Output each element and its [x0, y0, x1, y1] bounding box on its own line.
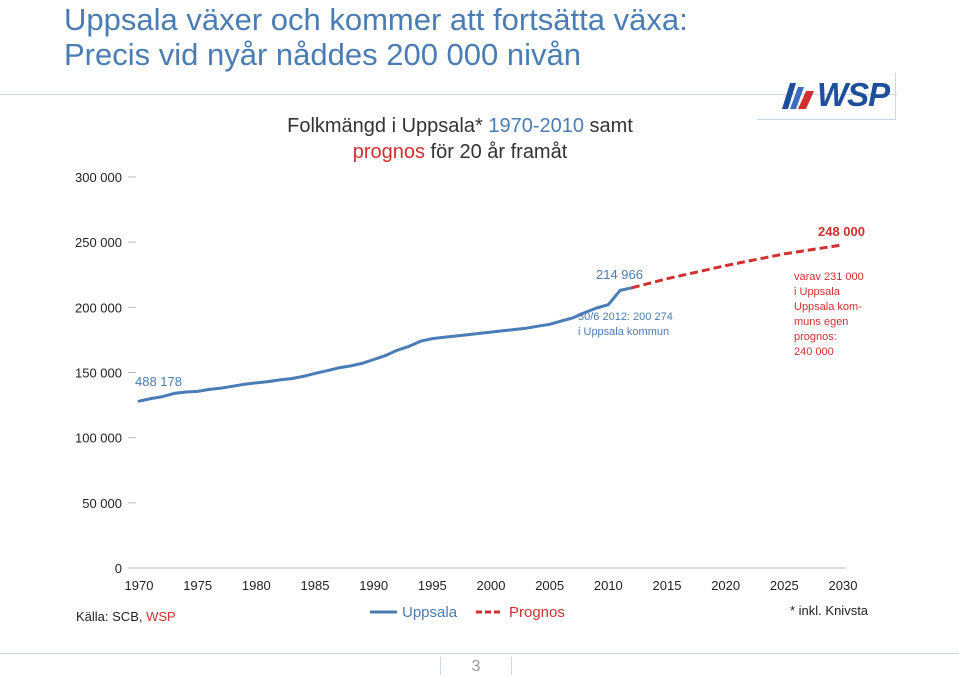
x-tick-label: 2000 — [477, 578, 506, 593]
annotation-label: 214 966 — [596, 267, 643, 282]
x-tick-label: 2005 — [535, 578, 564, 593]
x-tick-label: 2015 — [653, 578, 682, 593]
x-tick-label: 2010 — [594, 578, 623, 593]
chart-title-years: 1970-2010 — [488, 115, 584, 137]
series-line-uppsala — [137, 286, 634, 403]
annotation-label: 248 000 — [818, 224, 865, 239]
y-tick-label: 300 000 — [75, 170, 122, 185]
y-tick-label: 100 000 — [75, 431, 122, 446]
footer-divider — [0, 653, 959, 654]
y-tick-label: 200 000 — [75, 300, 122, 315]
page-title-line2: Precis vid nyår nåddes 200 000 nivån — [64, 37, 581, 72]
chart-title-line1: Folkmängd i Uppsala* 1970-2010 samt — [220, 113, 700, 139]
wsp-logo-text: WSP — [817, 76, 890, 113]
x-tick-label: 1970 — [125, 578, 154, 593]
y-tick-label: 0 — [115, 561, 122, 576]
annotation-label: 488 178 — [135, 374, 182, 389]
x-tick-label: 2030 — [829, 578, 858, 593]
legend-label-uppsala: Uppsala — [402, 604, 458, 621]
y-tick-label: 250 000 — [75, 235, 122, 250]
y-tick-label: 50 000 — [82, 496, 122, 511]
annotation-label: 240 000 — [794, 346, 834, 358]
chart-axes: 0 50 000 100 000 150 000 200 000 250 000 300 0… — [75, 170, 857, 593]
chart-series — [137, 243, 844, 403]
chart-title-prognos: prognos — [352, 141, 425, 163]
x-tick-label: 2025 — [770, 578, 799, 593]
annotation-label: 30/6 2012: 200 274 — [578, 311, 673, 323]
annotation-label: varav 231 000 — [794, 271, 864, 283]
series-line-prognos — [631, 243, 844, 290]
annotation-label: i Uppsala — [794, 286, 841, 298]
annotation-label: muns egen — [794, 316, 848, 328]
x-tick-label: 1975 — [183, 578, 212, 593]
annotation-label: Uppsala kom- — [794, 301, 862, 313]
footnote: * inkl. Knivsta — [790, 603, 869, 618]
chart-title: Folkmängd i Uppsala* 1970-2010 samt prog… — [220, 113, 700, 165]
source-note: Källa: SCB, WSP — [76, 609, 176, 624]
x-tick-label: 1985 — [301, 578, 330, 593]
logo-frame — [757, 73, 896, 120]
page-title: Uppsala växer och kommer att fortsätta v… — [64, 2, 688, 72]
annotation-label: i Uppsala kommun — [578, 326, 669, 338]
annotation-label: prognos: — [794, 331, 837, 343]
page-title-line1: Uppsala växer och kommer att fortsätta v… — [64, 2, 688, 37]
x-tick-label: 1980 — [242, 578, 271, 593]
y-tick-label: 150 000 — [75, 366, 122, 381]
chart-title-part: för 20 år framåt — [425, 141, 568, 163]
wsp-logo-icon — [782, 83, 814, 109]
chart-title-part: samt — [583, 115, 633, 137]
source-label: Källa: SCB, — [76, 609, 147, 624]
x-tick-label: 2020 — [711, 578, 740, 593]
page-number: 3 — [440, 657, 512, 675]
chart-title-line2: prognos för 20 år framåt — [220, 139, 700, 165]
chart-legend: Uppsala Prognos — [370, 604, 565, 621]
chart-annotations: 488 178 214 966 30/6 2012: 200 274 i Uppsal… — [135, 224, 865, 389]
header-divider — [0, 94, 897, 95]
source-wsp: WSP — [146, 609, 176, 624]
x-tick-label: 1995 — [418, 578, 447, 593]
chart-title-part: Folkmängd i Uppsala* — [287, 115, 489, 137]
legend-label-prognos: Prognos — [509, 604, 565, 621]
x-tick-label: 1990 — [359, 578, 388, 593]
